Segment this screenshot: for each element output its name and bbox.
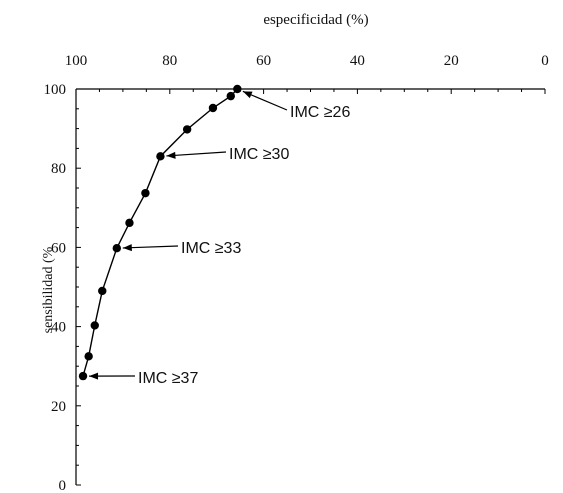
y-axis-label: sensibilidad (% — [41, 246, 56, 333]
y-tick-label: 80 — [51, 161, 66, 177]
plot-axes — [75, 88, 545, 485]
x-tick-label: 100 — [65, 53, 88, 69]
data-point — [156, 152, 165, 161]
annotation-label: IMC ≥26 — [290, 104, 350, 121]
annotation-group: IMC ≥26 IMC ≥30 IMC ≥33 IMC ≥37 — [89, 90, 350, 387]
y-tick-label: 20 — [51, 399, 66, 415]
annotation-label: IMC ≥30 — [229, 146, 289, 163]
data-point — [233, 84, 242, 94]
data-point — [98, 286, 107, 296]
annotation-arrow-line — [166, 151, 227, 157]
data-point — [112, 243, 122, 253]
x-axis-label: especificidad (%) — [263, 12, 368, 28]
y-tick-label: 100 — [44, 82, 67, 98]
x-tick-label: 20 — [444, 53, 459, 69]
x-tick-label: 40 — [350, 53, 365, 69]
y-tick-label: 40 — [51, 320, 66, 336]
tick-group: 100 80 60 40 20 0 100 80 60 40 20 0 — [44, 53, 549, 493]
x-tick-label: 60 — [256, 53, 271, 69]
y-tick-label: 60 — [51, 240, 66, 256]
data-point — [78, 371, 88, 381]
annotation-arrowhead — [166, 151, 176, 159]
annotation-arrowhead — [89, 372, 99, 380]
annotation-arrow-line — [122, 245, 179, 249]
annotation-arrowhead — [122, 244, 132, 252]
annotation-arrowhead — [242, 91, 253, 99]
data-point — [141, 188, 150, 198]
data-point — [182, 125, 192, 134]
data-point — [90, 321, 99, 330]
x-tick-label: 0 — [541, 53, 549, 69]
series-line — [82, 88, 238, 377]
y-tick-label: 0 — [59, 478, 67, 493]
annotation-label: IMC ≥37 — [138, 370, 198, 387]
data-point — [226, 91, 235, 101]
data-point — [125, 218, 134, 228]
annotation-label: IMC ≥33 — [181, 240, 241, 257]
data-point — [84, 352, 93, 361]
x-tick-label: 80 — [162, 53, 177, 69]
data-point — [208, 103, 218, 113]
series-group — [78, 84, 242, 381]
